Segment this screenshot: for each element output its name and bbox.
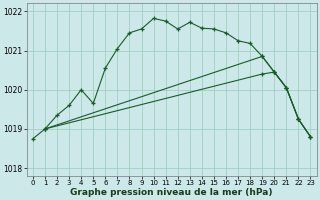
X-axis label: Graphe pression niveau de la mer (hPa): Graphe pression niveau de la mer (hPa) (70, 188, 273, 197)
